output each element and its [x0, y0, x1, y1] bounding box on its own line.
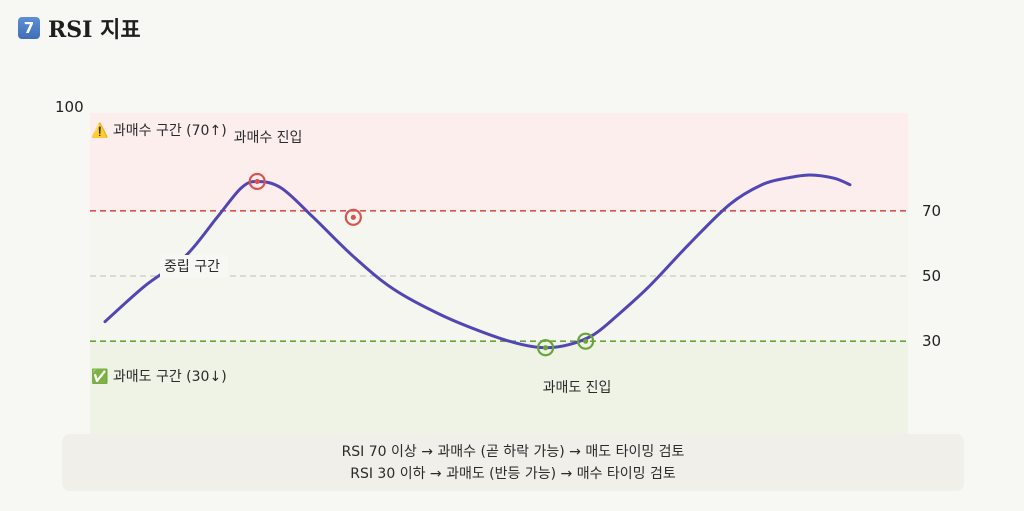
signal-marker-dot-1 — [350, 214, 356, 220]
series-layer — [103, 173, 852, 350]
signal-marker-dot-3 — [583, 338, 589, 344]
oversold-zone-label: ✅ 과매도 구간 (30↓) — [91, 368, 227, 385]
overbought-zone-label: ⚠️ 과매수 구간 (70↑) — [91, 122, 227, 139]
section-number-badge: 7 — [18, 17, 40, 39]
signal-marker-ring-3 — [577, 332, 595, 350]
y-tick-50: 50 — [922, 267, 941, 285]
oversold-entry-label: 과매도 진입 — [543, 380, 612, 396]
page-title: RSI 지표 — [48, 17, 141, 43]
rsi-series-line-0 — [103, 173, 852, 350]
caption-line-overbought: RSI 70 이상 → 과매수 (곧 하락 가능) → 매도 타이밍 검토 — [341, 443, 685, 460]
caption-line-oversold: RSI 30 이하 → 과매도 (반등 가능) → 매수 타이밍 검토 — [350, 465, 676, 482]
y-tick-top: 100 — [55, 98, 84, 116]
neutral-zone-label: 중립 구간 — [164, 259, 220, 275]
zones-layer — [90, 113, 908, 439]
reference-lines-layer — [90, 210, 908, 343]
zone-band-2 — [90, 341, 908, 439]
signal-marker-ring-0 — [248, 172, 266, 191]
overbought-entry-label: 과매수 진입 — [234, 130, 303, 146]
y-tick-70: 70 — [922, 202, 941, 220]
caption-box: RSI 70 이상 → 과매수 (곧 하락 가능) → 매도 타이밍 검토 RS… — [62, 434, 964, 491]
ticks-layer: 100 70 50 30 — [55, 98, 941, 350]
title-row: 7 RSI 지표 — [18, 12, 141, 44]
signal-marker-dot-0 — [254, 178, 260, 185]
markers-layer — [248, 172, 595, 357]
signal-marker-ring-1 — [344, 208, 362, 226]
signal-marker-dot-2 — [542, 345, 549, 351]
y-tick-30: 30 — [922, 332, 941, 350]
zone-band-0 — [90, 113, 908, 211]
signal-marker-ring-2 — [536, 339, 555, 357]
neutral-zone-label-bg — [160, 255, 228, 277]
